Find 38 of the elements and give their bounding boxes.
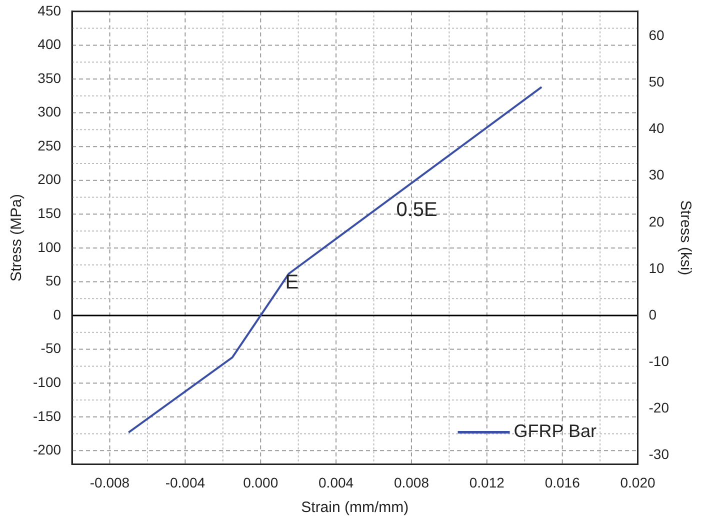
y-tick-label: 250 [38,137,62,154]
x-tick-label: 0.000 [243,474,278,490]
y-tick-label: 300 [38,104,62,120]
x-axis-title: Strain (mm/mm) [301,499,409,516]
x-tick-label: 0.016 [544,474,580,490]
y2-tick-label: -30 [648,446,670,462]
y-tick-label: 200 [38,171,62,188]
y-tick-label: 0 [53,306,62,322]
y2-tick-label: 20 [648,213,665,230]
y2-tick-label: 0 [648,306,657,322]
y2-tick-label: 60 [648,26,665,43]
y-tick-label: -150 [32,408,62,424]
y2-tick-label: -10 [648,353,670,370]
y-tick-label: -50 [40,340,62,356]
y-tick-label: 100 [38,238,62,255]
x-tick-label: 0.012 [469,474,505,490]
x-tick-label: -0.004 [165,474,206,490]
y-tick-label: 150 [38,205,62,222]
y2-tick-label: 50 [648,74,665,90]
y2-tick-label: 40 [648,120,665,136]
y-axis-title: Stress (MPa) [8,194,26,282]
x-tick-label: 0.008 [394,474,430,490]
y2-tick-label: 30 [648,166,665,183]
y-tick-label: -100 [32,374,62,390]
y-tick-label: 350 [38,70,62,86]
x-tick-label: -0.008 [90,474,130,490]
y2-axis-title: Stress (ksi) [676,200,694,276]
x-tick-label: 0.020 [620,474,656,490]
y-tick-label: -200 [32,442,62,458]
y-tick-label: 450 [38,2,62,18]
y2-tick-label: -20 [648,400,670,416]
annotation: 0.5E [396,199,438,222]
y-tick-label: 400 [38,36,62,52]
x-tick-label: 0.004 [318,474,354,490]
y-tick-label: 50 [45,272,62,289]
legend-label: GFRP Bar [514,421,596,442]
annotation: E [285,272,299,294]
y2-tick-label: 10 [648,260,665,276]
